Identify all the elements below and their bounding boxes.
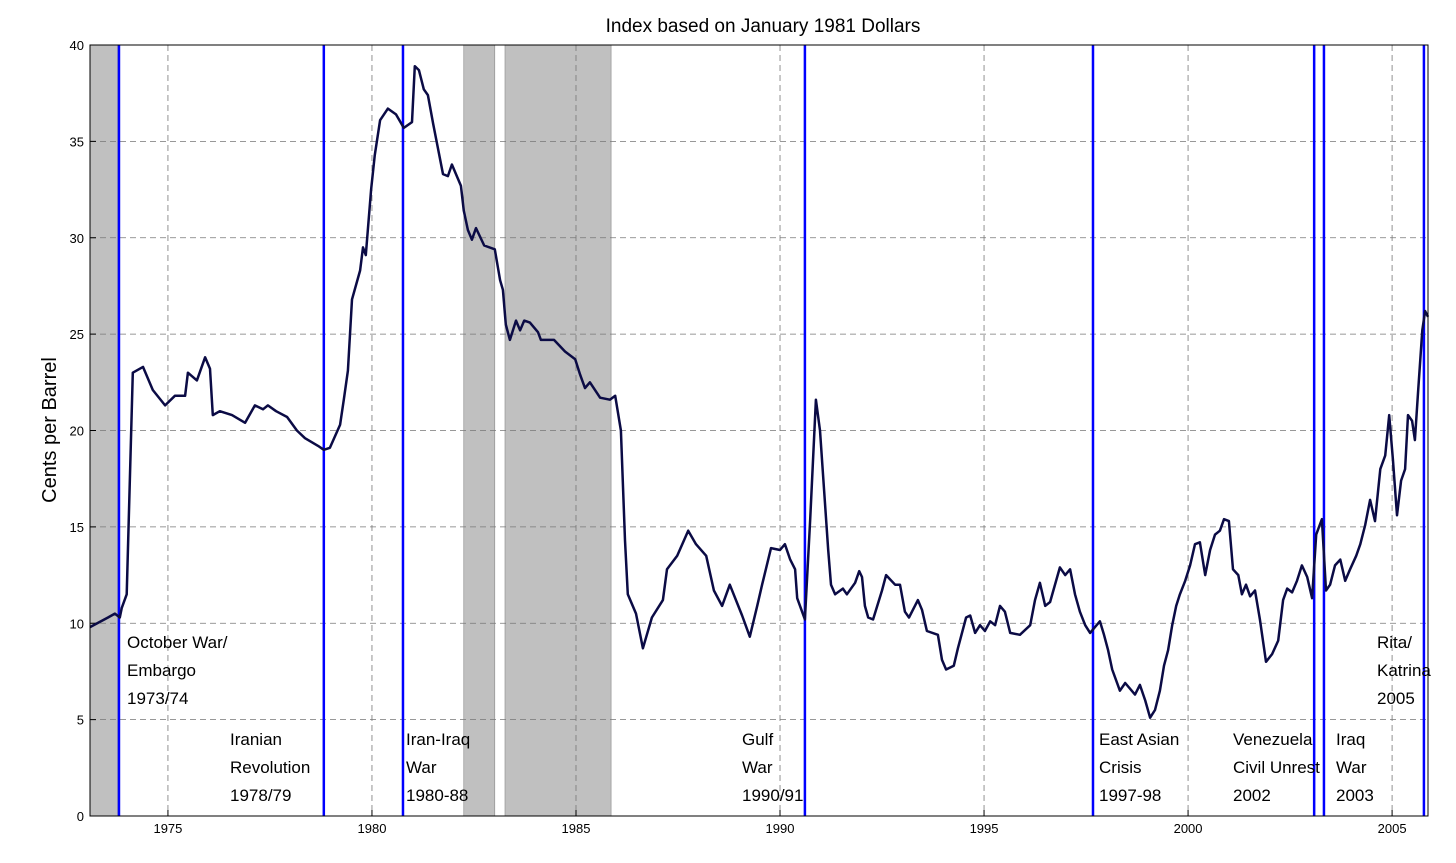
event-annotation: 2003 — [1336, 786, 1374, 805]
y-tick-label: 40 — [70, 38, 84, 53]
event-annotation: War — [742, 758, 773, 777]
event-annotation: Revolution — [230, 758, 310, 777]
event-annotation: Venezuela — [1233, 730, 1313, 749]
event-annotation: Katrina — [1377, 661, 1431, 680]
data-line — [89, 64, 1430, 719]
chart-title: Index based on January 1981 Dollars — [606, 16, 921, 37]
event-annotation: October War/ — [127, 633, 228, 652]
y-tick-label: 0 — [77, 809, 84, 824]
event-annotation: War — [1336, 758, 1367, 777]
x-tick-label: 1985 — [562, 821, 591, 836]
event-annotation: Iranian — [230, 730, 282, 749]
y-tick-label: 10 — [70, 616, 84, 631]
event-annotation: 1990/91 — [742, 786, 803, 805]
x-tick-label: 1990 — [766, 821, 795, 836]
x-tick-label: 1995 — [970, 821, 999, 836]
x-tick-label: 2000 — [1174, 821, 1203, 836]
x-tick-label: 1980 — [358, 821, 387, 836]
event-annotation: Gulf — [742, 730, 773, 749]
event-annotation: 1978/79 — [230, 786, 291, 805]
event-annotation: Rita/ — [1377, 633, 1412, 652]
shaded-period — [463, 44, 496, 817]
event-annotation: Embargo — [127, 661, 196, 680]
event-annotation: Civil Unrest — [1233, 758, 1320, 777]
event-annotation: 2005 — [1377, 689, 1415, 708]
event-annotation: 1997-98 — [1099, 786, 1161, 805]
event-annotation: East Asian — [1099, 730, 1179, 749]
y-axis-label: Cents per Barrel — [39, 357, 61, 503]
y-tick-label: 35 — [70, 134, 84, 149]
event-annotation: Iraq — [1336, 730, 1365, 749]
y-tick-label: 15 — [70, 520, 84, 535]
y-tick-label: 30 — [70, 231, 84, 246]
x-tick-label: 2005 — [1378, 821, 1407, 836]
x-tick-label: 1975 — [153, 821, 182, 836]
event-annotation: 1973/74 — [127, 689, 188, 708]
plot-frame — [89, 44, 1429, 817]
event-annotation: 1980-88 — [406, 786, 468, 805]
y-tick-label: 5 — [77, 713, 84, 728]
event-annotation: Crisis — [1099, 758, 1142, 777]
event-annotation: War — [406, 758, 437, 777]
y-tick-label: 25 — [70, 327, 84, 342]
event-annotation: Iran-Iraq — [406, 730, 470, 749]
y-tick-label: 20 — [70, 424, 84, 439]
event-annotation: 2002 — [1233, 786, 1271, 805]
